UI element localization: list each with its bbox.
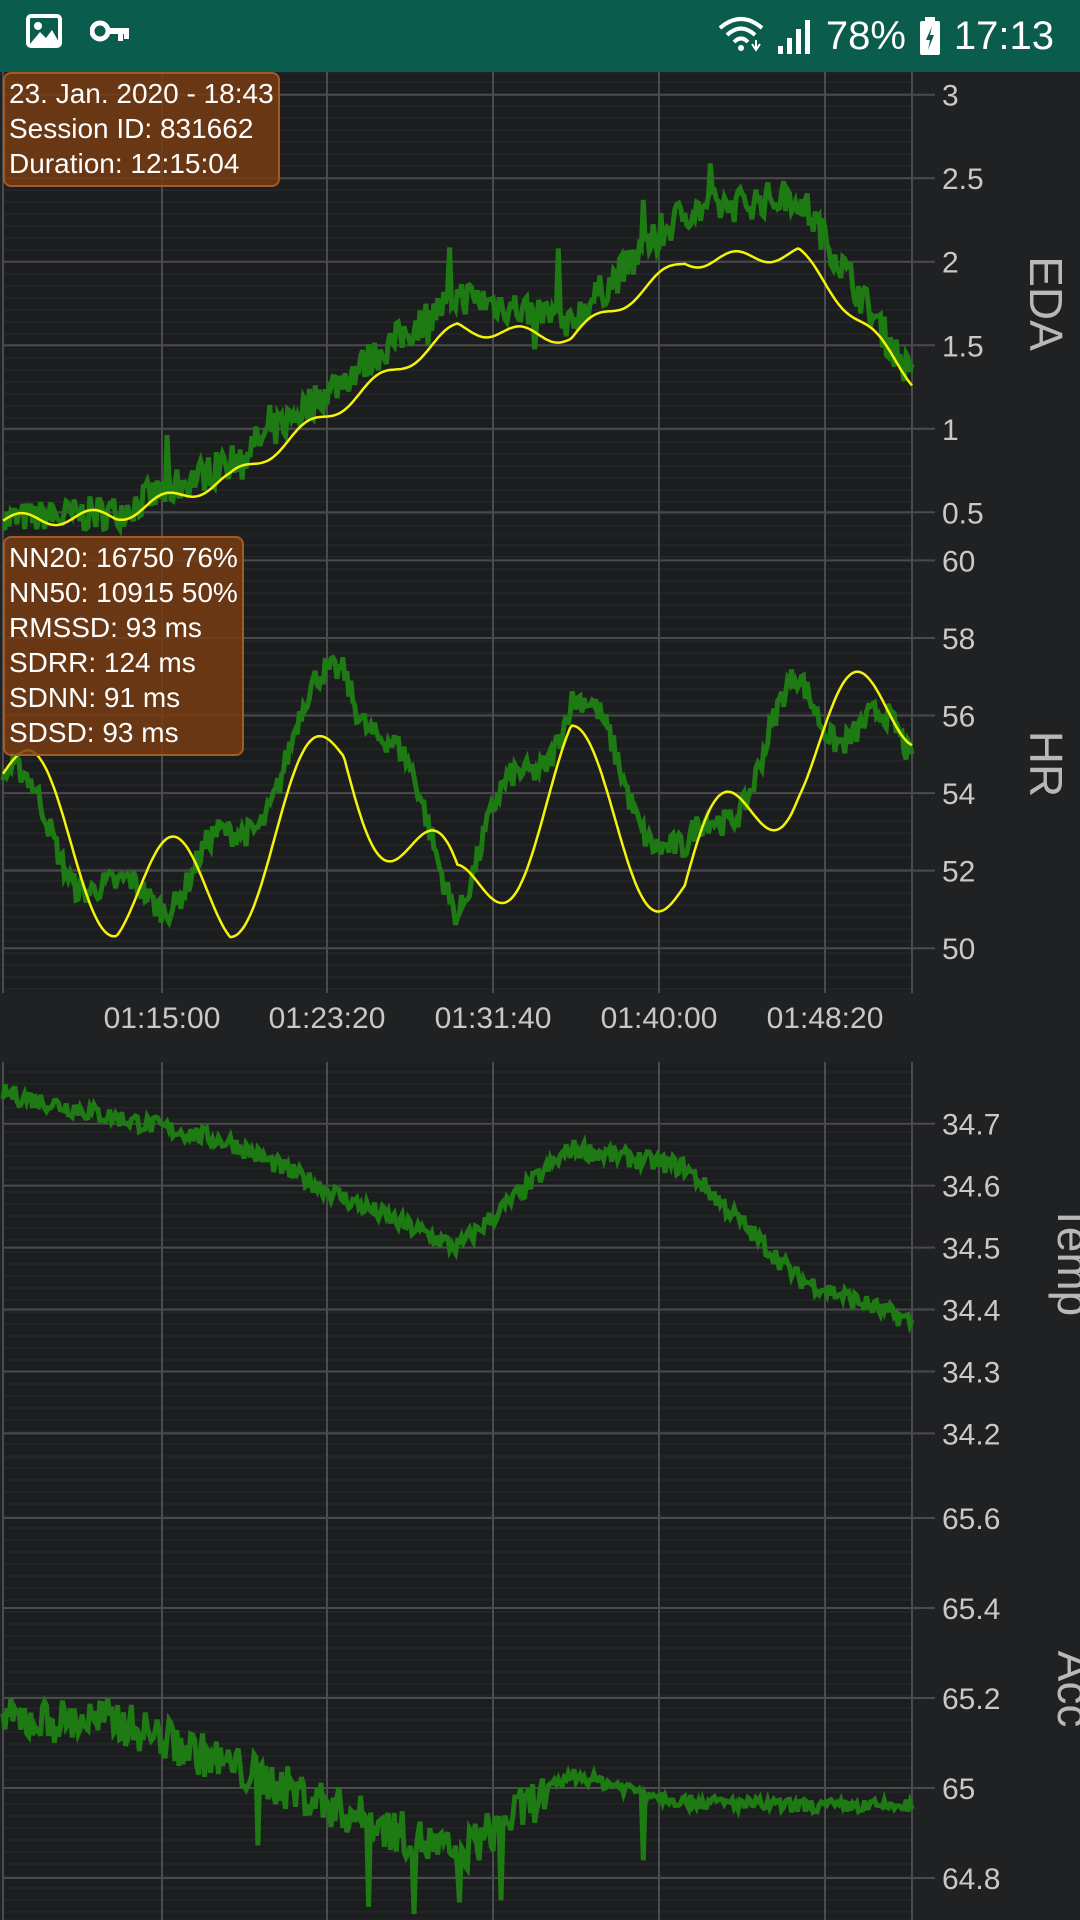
charts-area[interactable]: 32.521.510.5EDA605856545250HR34.734.634.… [0, 72, 1080, 1920]
status-bar-notifications [26, 14, 130, 48]
y-tick-label: 34.4 [942, 1295, 1000, 1328]
y-tick-label: 65.2 [942, 1683, 1000, 1716]
y-tick-label: 2.5 [942, 163, 984, 196]
y-tick-label: 34.7 [942, 1109, 1000, 1142]
hrv-sdrr: SDRR: 124 ms [9, 647, 196, 678]
x-tick-label: 01:48:20 [767, 1002, 884, 1035]
x-tick-label: 01:31:40 [435, 1002, 552, 1035]
chart-panel-hr[interactable]: 60 58 56 54 52 50 HR [0, 535, 1072, 993]
raw-series-line [0, 1695, 915, 1915]
battery-percent: 78% [825, 14, 906, 58]
chart-panel-temp[interactable]: 34.7 34.6 34.5 34.4 34.3 34.2 Temp [0, 1062, 1080, 1458]
hrv-nn20: NN20: 16750 76% [9, 542, 238, 573]
status-bar-system: 78% 17:13 [718, 10, 1054, 62]
image-icon [26, 14, 62, 48]
y-tick-label: 34.5 [942, 1233, 1000, 1266]
y-axis-title: HR [1020, 731, 1072, 797]
y-axis-title: Temp [1048, 1204, 1080, 1316]
signal-icon [777, 20, 810, 54]
session-duration: Duration: 12:15:04 [9, 148, 240, 179]
y-tick-label: 1.5 [942, 330, 984, 363]
y-tick-label: 56 [942, 701, 975, 734]
session-date: 23. Jan. 2020 - 18:43 [9, 78, 274, 109]
y-tick-label: 65.6 [942, 1503, 1000, 1536]
x-tick-label: 01:23:20 [269, 1002, 386, 1035]
y-axis-title: Acc [1048, 1651, 1080, 1728]
plot-background [3, 1460, 912, 1918]
y-tick-label: 65.4 [942, 1593, 1000, 1626]
session-info-box: 23. Jan. 2020 - 18:43 Session ID: 831662… [3, 72, 280, 187]
y-tick-label: 34.3 [942, 1356, 1000, 1389]
smoothed-series-line [2, 247, 913, 527]
y-tick-label: 60 [942, 545, 975, 578]
y-tick-label: 1 [942, 414, 959, 447]
wifi-icon [718, 17, 764, 52]
raw-series-line [0, 654, 915, 929]
status-bar-clock: 17:13 [953, 14, 1054, 58]
y-tick-label: 34.2 [942, 1418, 1000, 1451]
smoothed-series-line [1, 670, 913, 939]
y-tick-label: 64.8 [942, 1863, 1000, 1896]
y-tick-label: 2 [942, 247, 959, 280]
y-tick-label: 52 [942, 856, 975, 889]
status-bar: 78% 17:13 [0, 0, 1080, 72]
battery-icon [919, 17, 940, 55]
hrv-nn50: NN50: 10915 50% [9, 577, 238, 608]
y-tick-label: 50 [942, 933, 975, 966]
key-icon [90, 20, 129, 42]
session-id: Session ID: 831662 [9, 113, 254, 144]
plot-background [3, 1064, 912, 1456]
y-tick-label: 3 [942, 80, 959, 113]
hrv-sdnn: SDNN: 91 ms [9, 682, 181, 713]
x-tick-label: 01:15:00 [104, 1002, 221, 1035]
chart-panel-acc[interactable]: 65.6 65.4 65.2 65 64.8 Acc [0, 1458, 1080, 1920]
y-tick-label: 0.5 [942, 497, 984, 530]
x-tick-label: 01:40:00 [601, 1002, 718, 1035]
raw-series-line [0, 1083, 915, 1335]
y-axis-title: EDA [1020, 256, 1072, 351]
y-tick-label: 54 [942, 778, 975, 811]
hrv-sdsd: SDSD: 93 ms [9, 717, 179, 748]
y-tick-label: 58 [942, 623, 975, 656]
hrv-rmssd: RMSSD: 93 ms [9, 612, 202, 643]
y-tick-label: 65 [942, 1773, 975, 1806]
hrv-info-box: NN20: 16750 76% NN50: 10915 50% RMSSD: 9… [3, 536, 244, 756]
x-axis: 01:15:00 01:23:20 01:31:40 01:40:00 01:48:20 [104, 1002, 884, 1035]
y-tick-label: 34.6 [942, 1171, 1000, 1204]
